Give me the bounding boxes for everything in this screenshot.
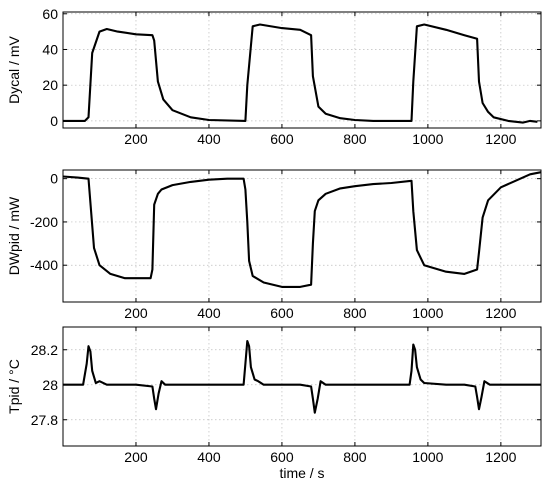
y-tick-label: 27.8 bbox=[31, 412, 58, 428]
y-tick-label: 60 bbox=[42, 6, 58, 22]
y-tick-label: 0 bbox=[50, 113, 58, 129]
x-tick-label: 800 bbox=[343, 131, 367, 147]
x-tick-label: 800 bbox=[343, 449, 367, 465]
series-line bbox=[62, 171, 542, 288]
panel-dycal: 200 400 600 800 1000 1200 0 20 40 60 Dycal / mV bbox=[6, 6, 542, 147]
x-tick-label: 200 bbox=[124, 131, 148, 147]
y-axis-label: Dycal / mV bbox=[6, 36, 22, 104]
y-tick-label: 0 bbox=[50, 171, 58, 187]
y-tick-label: -400 bbox=[30, 257, 58, 273]
plot-frame bbox=[62, 11, 542, 129]
x-tick-label: 200 bbox=[124, 305, 148, 321]
x-tick-label: 400 bbox=[197, 449, 221, 465]
x-tick-label: 1200 bbox=[485, 131, 516, 147]
series-line bbox=[63, 23, 538, 124]
x-tick-label: 400 bbox=[197, 305, 221, 321]
y-tick-label: 40 bbox=[42, 41, 58, 57]
x-tick-label: 400 bbox=[197, 131, 221, 147]
panel-tpid: 200 400 600 800 1000 1200 27.8 28 28.2 Tpid / °C t… bbox=[6, 326, 542, 481]
x-tick-label: 1200 bbox=[485, 305, 516, 321]
y-tick-label: 20 bbox=[42, 77, 58, 93]
x-tick-label: 1000 bbox=[412, 305, 443, 321]
y-axis-label: DWpid / mW bbox=[6, 196, 22, 275]
y-tick-label: -200 bbox=[30, 214, 58, 230]
y-tick-label: 28.2 bbox=[31, 342, 58, 358]
x-tick-label: 1200 bbox=[485, 449, 516, 465]
x-tick-label: 200 bbox=[124, 449, 148, 465]
x-tick-label: 600 bbox=[270, 305, 294, 321]
series-line bbox=[63, 339, 541, 414]
x-tick-label: 1000 bbox=[412, 131, 443, 147]
x-tick-label: 800 bbox=[343, 305, 367, 321]
x-tick-label: 600 bbox=[270, 449, 294, 465]
y-tick-label: 28 bbox=[42, 377, 58, 393]
panel-dwpid: 200 400 600 800 1000 1200 -400 -200 0 DWpid / mW bbox=[6, 169, 542, 321]
y-axis-label: Tpid / °C bbox=[6, 359, 22, 414]
x-tick-label: 600 bbox=[270, 131, 294, 147]
plot-frame bbox=[62, 326, 542, 447]
x-axis-label: time / s bbox=[279, 465, 324, 481]
plot-frame bbox=[62, 169, 542, 303]
x-tick-label: 1000 bbox=[412, 449, 443, 465]
